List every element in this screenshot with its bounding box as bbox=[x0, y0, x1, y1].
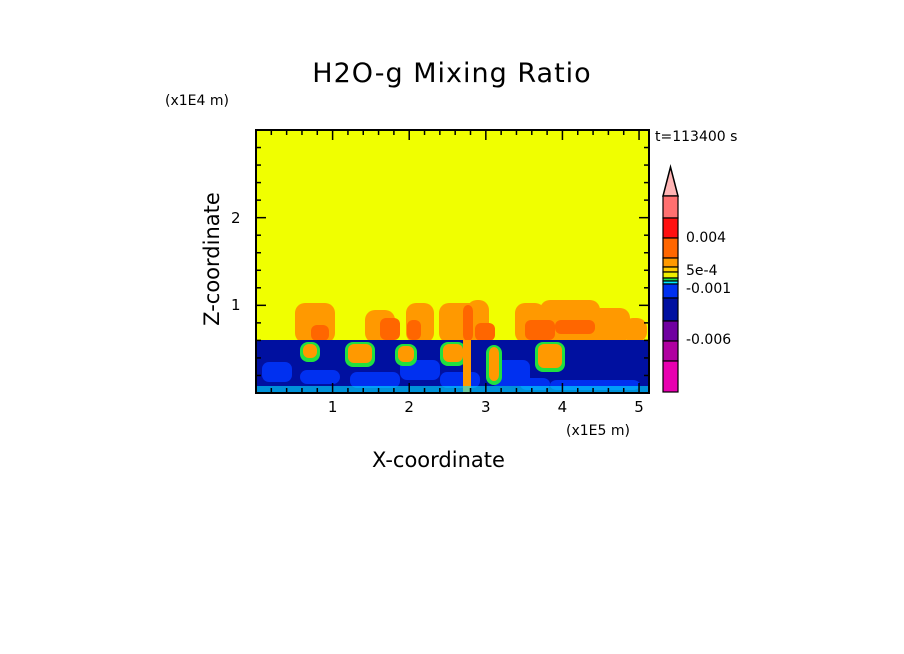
cyan-region bbox=[256, 386, 649, 392]
plume-region bbox=[348, 344, 372, 363]
chart-title-text: H2O-g Mixing Ratio bbox=[312, 58, 592, 89]
colorbar bbox=[662, 164, 679, 393]
colorbar-label: 5e-4 bbox=[686, 263, 718, 279]
blue-region bbox=[300, 370, 340, 384]
colorbar-swatch bbox=[662, 266, 679, 273]
x-tick-label: 4 bbox=[557, 398, 568, 416]
x-tick-label: 1 bbox=[327, 398, 338, 416]
z-unit-label: (x1E4 m) bbox=[165, 93, 229, 109]
plume-region bbox=[303, 344, 317, 358]
colorbar-swatch bbox=[662, 320, 679, 342]
blue-region bbox=[262, 362, 292, 382]
colorbar-label: -0.001 bbox=[686, 281, 732, 297]
x-tick-label: 3 bbox=[481, 398, 491, 416]
colorbar-extend-arrow bbox=[662, 164, 679, 197]
plume-region bbox=[398, 346, 414, 362]
colorbar-swatch bbox=[662, 195, 679, 219]
x-unit-label: (x1E5 m) bbox=[566, 423, 630, 439]
plume-core-region bbox=[380, 318, 400, 340]
x-tick-label: 5 bbox=[634, 398, 644, 416]
colorbar-swatch bbox=[662, 360, 679, 393]
plume-core-region bbox=[555, 320, 595, 334]
colorbar-swatch bbox=[662, 237, 679, 259]
colorbar-swatch bbox=[662, 257, 679, 268]
plume-core-region bbox=[475, 323, 495, 341]
blue-region bbox=[350, 372, 400, 388]
colorbar-swatch bbox=[662, 297, 679, 322]
colorbar-swatch bbox=[662, 283, 679, 299]
plume-core-region bbox=[463, 305, 473, 341]
colorbar-swatch bbox=[662, 217, 679, 239]
colorbar-swatch bbox=[662, 340, 679, 362]
time-label: t=113400 s bbox=[655, 129, 738, 145]
x-axis-label: X-coordinate bbox=[372, 448, 505, 472]
plume-region bbox=[443, 344, 463, 362]
y-tick-label: 2 bbox=[231, 208, 241, 227]
plume-core-region bbox=[525, 320, 555, 340]
x-tick-label: 2 bbox=[404, 398, 414, 416]
plume-region bbox=[590, 308, 630, 342]
colorbar-label: 0.004 bbox=[686, 230, 727, 246]
plume-core-region bbox=[311, 325, 329, 341]
plot-frame bbox=[255, 129, 650, 394]
y-tick-label: 1 bbox=[231, 296, 241, 315]
plume-region bbox=[538, 344, 562, 368]
blue-region bbox=[440, 372, 480, 388]
contour-field bbox=[256, 130, 649, 393]
colorbar-label: -0.006 bbox=[686, 332, 732, 348]
plume-region bbox=[489, 347, 499, 381]
plume-region bbox=[463, 340, 471, 393]
colorbar-swatch bbox=[662, 271, 679, 279]
chart-title: H2O-g Mixing Ratio bbox=[0, 58, 904, 89]
plume-region bbox=[623, 318, 647, 342]
plume-core-region bbox=[407, 320, 421, 340]
